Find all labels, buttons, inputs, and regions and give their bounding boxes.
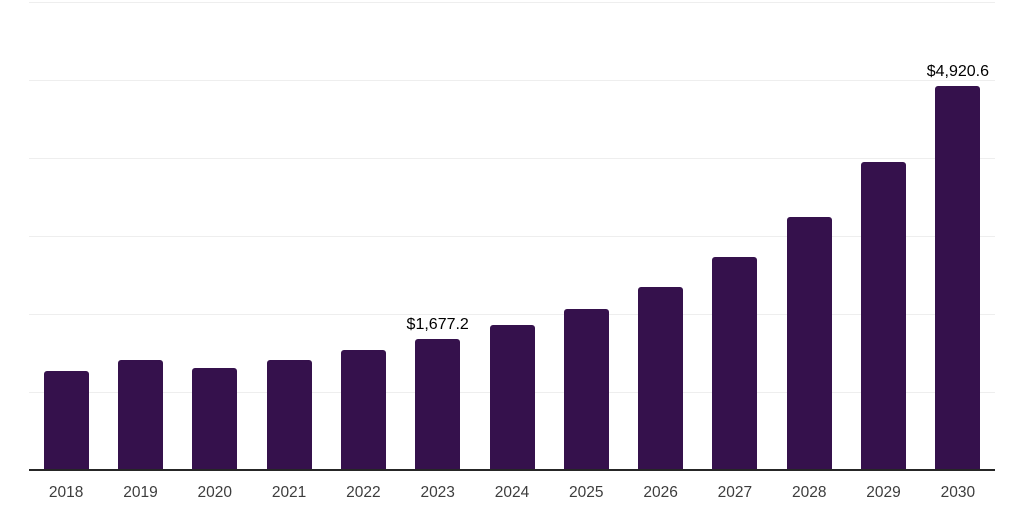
bar-2027 [712,256,758,470]
x-axis-line [29,469,995,471]
bar-2020 [192,368,238,470]
x-tick-label-2023: 2023 [420,484,455,501]
x-tick-label-2025: 2025 [569,484,604,501]
x-tick-label-2030: 2030 [940,484,976,501]
x-tick-label-2021: 2021 [271,484,307,501]
bar-2025 [563,308,609,470]
x-tick-label-2024: 2024 [494,484,530,501]
bar-2023 [415,339,461,470]
bar-2021 [266,360,312,470]
x-tick-label-2028: 2028 [791,484,827,501]
gridline-6000 [29,2,995,3]
bar-2029 [861,161,907,470]
gridline-2000 [29,314,995,315]
x-tick-label-2020: 2020 [197,484,233,501]
gridline-5000 [29,80,995,81]
x-tick-label-2029: 2029 [866,484,901,501]
plot-area: $1,677.2 $4,920.6 2018 2019 2020 2021 2022 202… [29,0,995,512]
gridline-3000 [29,236,995,237]
x-tick-label-2022: 2022 [346,484,381,501]
bar-2030 [935,86,981,470]
value-label-2030: $4,920.6 [926,63,989,81]
x-tick-label-2027: 2027 [717,484,753,501]
x-tick-label-2026: 2026 [643,484,678,501]
bar-2019 [117,360,163,470]
value-label-2023: $1,677.2 [406,316,469,334]
bar-2026 [638,287,684,470]
bar-2022 [340,350,386,470]
x-tick-label-2019: 2019 [123,484,158,501]
gridline-4000 [29,158,995,159]
bar-2018 [43,371,89,470]
x-tick-label-2018: 2018 [48,484,84,501]
bar-2024 [489,325,535,470]
bar-2028 [786,216,832,470]
